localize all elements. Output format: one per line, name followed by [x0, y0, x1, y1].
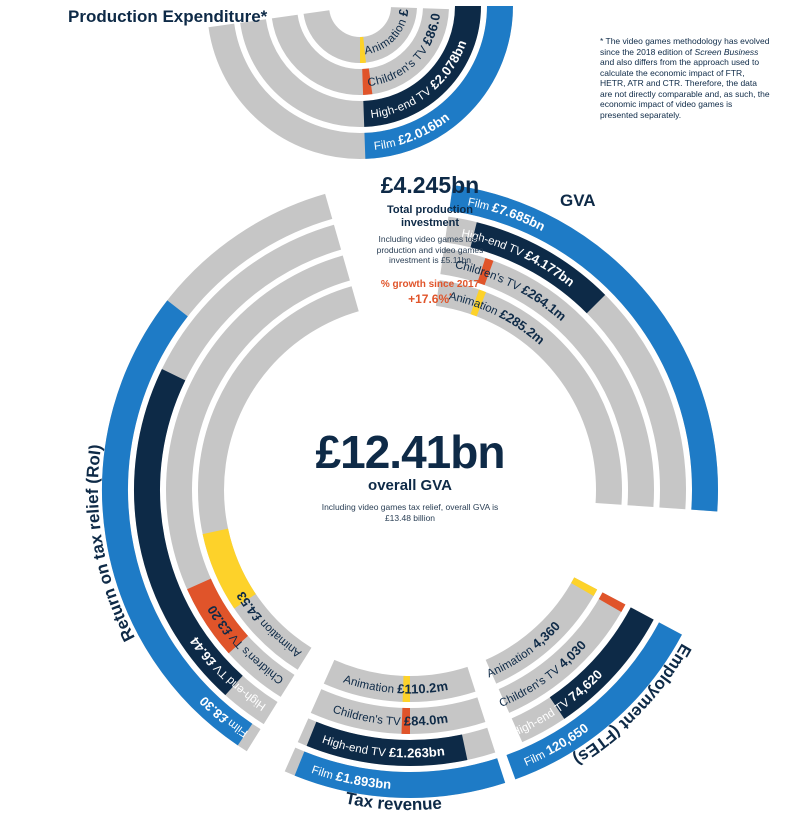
ring-bars — [102, 5, 718, 798]
growth-value: +17.6%* — [408, 292, 452, 306]
total-investment-label: Total production investment — [387, 204, 473, 229]
track-return-on-tax-relief-roi-animation — [198, 286, 359, 670]
bar-production-high-end-tv — [362, 5, 481, 127]
bar-gva-film — [449, 184, 718, 512]
title-production-expenditure: Production Expenditure* — [68, 7, 268, 26]
bar-production-film — [364, 5, 513, 159]
bar-employment-animation — [571, 577, 598, 596]
track-employment-ftes-animation — [485, 577, 598, 684]
bar-roi-film — [102, 300, 253, 746]
bar-roi-animation — [202, 528, 256, 609]
track-tax-revenue-animation — [323, 659, 476, 702]
overall-gva-value: £12.41bn — [315, 426, 506, 478]
bar-employment-children-s-tv — [598, 592, 626, 613]
bar-employment-high-end-tv — [549, 607, 654, 719]
overall-gva-note: Including video games tax relief, overal… — [321, 502, 499, 523]
bar-tax-high-end-tv — [306, 721, 468, 766]
bar-gva-animation — [470, 289, 486, 317]
bar-employment-film — [506, 622, 682, 780]
bar-roi-high-end-tv — [134, 369, 243, 696]
growth-label: % growth since 2017 — [380, 279, 480, 290]
methodology-footnote: * The video games methodology has evolve… — [600, 36, 770, 120]
bar-gva-high-end-tv — [470, 222, 606, 314]
title-gva: GVA — [560, 191, 596, 210]
bar-roi-children-s-tv — [187, 578, 249, 654]
track-gva-children-s-tv — [440, 248, 654, 508]
bar-gva-children-s-tv — [477, 257, 494, 286]
overall-gva-label: overall GVA — [368, 477, 452, 494]
bar-tax-film — [294, 751, 506, 798]
total-investment-value: £4.245bn — [380, 172, 480, 198]
total-investment-note: Including video games total production a… — [376, 234, 484, 265]
title-employment: Employment (FTEs) — [570, 641, 695, 769]
track-tax-revenue-children-s-tv — [310, 689, 486, 734]
track-employment-ftes-children-s-tv — [498, 592, 626, 713]
bar-production-children-s-tv — [362, 68, 373, 95]
